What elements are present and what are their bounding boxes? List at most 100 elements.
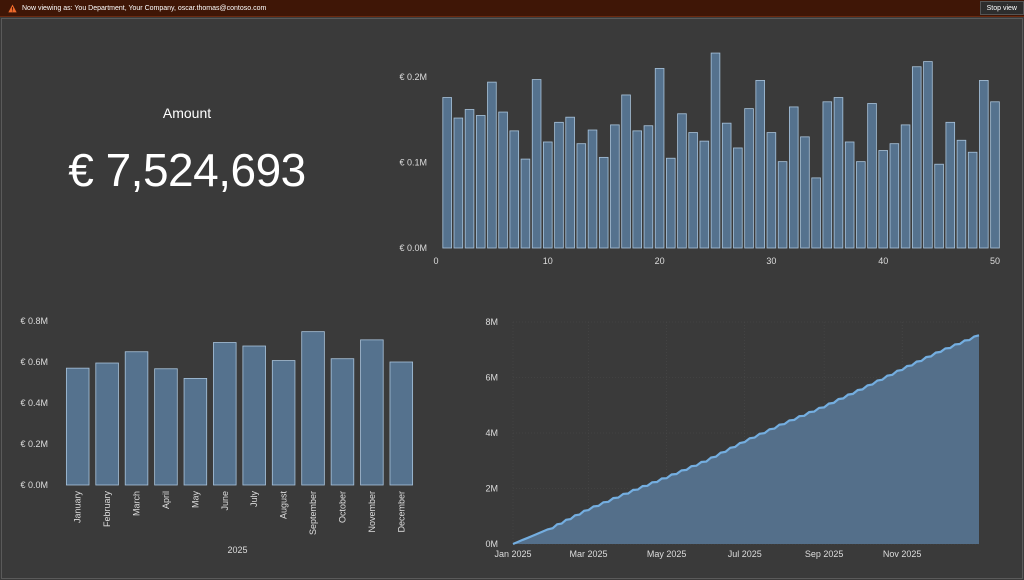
bar (389, 361, 414, 486)
bar (643, 125, 654, 249)
warning-icon (8, 3, 17, 12)
y-tick-label: € 0.1M (399, 158, 427, 168)
bar (242, 345, 266, 486)
bar (900, 124, 911, 249)
x-tick-label: March (132, 491, 142, 516)
x-tick-label: October (337, 491, 347, 523)
x-tick-label: Nov 2025 (883, 549, 922, 559)
x-tick-label: 10 (543, 256, 553, 266)
y-tick-label: 8M (485, 317, 498, 327)
kpi-label: Amount (162, 105, 212, 121)
bar (744, 108, 754, 249)
bar (475, 115, 486, 249)
bar (598, 156, 609, 249)
bar (621, 94, 631, 249)
bar (822, 101, 833, 249)
bar (923, 61, 933, 249)
bar (498, 111, 508, 249)
bar (688, 132, 698, 249)
bar (979, 80, 989, 249)
bar (833, 97, 844, 249)
y-tick-label: € 0.0M (20, 480, 48, 490)
x-tick-label: Jul 2025 (728, 549, 762, 559)
bar (945, 121, 956, 249)
bar (967, 151, 978, 249)
bar (990, 101, 1000, 249)
x-tick-label: September (308, 491, 318, 535)
bar (788, 106, 799, 249)
y-tick-label: € 0.6M (20, 357, 48, 367)
bar (271, 360, 296, 486)
x-tick-label: Sep 2025 (805, 549, 844, 559)
bar (330, 358, 355, 486)
bar (442, 97, 452, 249)
kpi-value: € 7,524,693 (68, 144, 306, 196)
x-tick-label: 50 (990, 256, 1000, 266)
x-tick-label: 40 (878, 256, 888, 266)
bar (911, 66, 922, 249)
x-tick-label: February (102, 491, 112, 528)
kpi-card[interactable]: Amount € 7,524,693 (2, 19, 372, 289)
bar (699, 140, 710, 249)
x-tick-label: Mar 2025 (570, 549, 608, 559)
report-canvas: Amount € 7,524,693 € 0.0M € 0.1M € 0.2M 0 10… (1, 18, 1023, 579)
bar (766, 132, 777, 249)
x-tick-label: Jan 2025 (494, 549, 531, 559)
y-tick-label: € 0.2M (20, 439, 48, 449)
bar (889, 143, 900, 249)
bar-chart-by-index[interactable]: € 0.0M € 0.1M € 0.2M 0 10 20 30 40 50 € 0.0M € 0.2… (2, 19, 1022, 578)
y-tick-label: € 0.2M (399, 72, 427, 82)
bar (360, 339, 384, 486)
bar (183, 377, 208, 486)
series-line (512, 334, 980, 546)
x-tick-label: 30 (766, 256, 776, 266)
bar (65, 367, 90, 486)
bar (956, 139, 967, 249)
y-tick-label: 6M (485, 373, 498, 383)
bar (721, 122, 732, 249)
x-tick-label: April (161, 491, 171, 509)
bar (610, 124, 620, 249)
x-tick-label: August (279, 491, 289, 520)
bar (464, 109, 475, 249)
bar (301, 331, 325, 486)
x-tick-label: 0 (433, 256, 438, 266)
stop-viewing-button[interactable]: Stop view (979, 1, 1024, 15)
bar (666, 157, 676, 249)
bar (777, 161, 788, 249)
view-as-banner: Now viewing as: You Department, Your Com… (0, 0, 1024, 17)
bar (124, 351, 149, 486)
bar (453, 117, 464, 249)
area-fill (513, 335, 979, 544)
bar (733, 147, 743, 249)
bar (710, 52, 721, 249)
x-tick-label: January (73, 491, 83, 524)
bar (95, 362, 119, 486)
y-tick-label: 0M (485, 539, 498, 549)
bar (576, 143, 587, 249)
x-tick-label: July (249, 491, 259, 508)
x-tick-label: May 2025 (647, 549, 687, 559)
bar (677, 113, 687, 249)
x-tick-label: December (396, 491, 406, 533)
bar (654, 68, 665, 249)
bar (755, 80, 765, 249)
y-tick-label: € 0.4M (20, 398, 48, 408)
bar (856, 161, 866, 249)
y-tick-label: € 0.0M (399, 243, 427, 253)
x-tick-label: November (367, 491, 377, 533)
x-tick-label: May (190, 491, 200, 509)
bar (520, 158, 531, 249)
y-tick-label: € 0.8M (20, 316, 48, 326)
bar (878, 150, 888, 249)
bar (844, 141, 855, 249)
bar (632, 130, 643, 249)
x-tick-label: June (220, 491, 230, 511)
bar (934, 163, 944, 249)
bar (587, 129, 598, 249)
banner-text: Now viewing as: You Department, Your Com… (22, 4, 267, 12)
bar (867, 103, 877, 249)
bar (800, 136, 810, 249)
bar (565, 116, 575, 249)
